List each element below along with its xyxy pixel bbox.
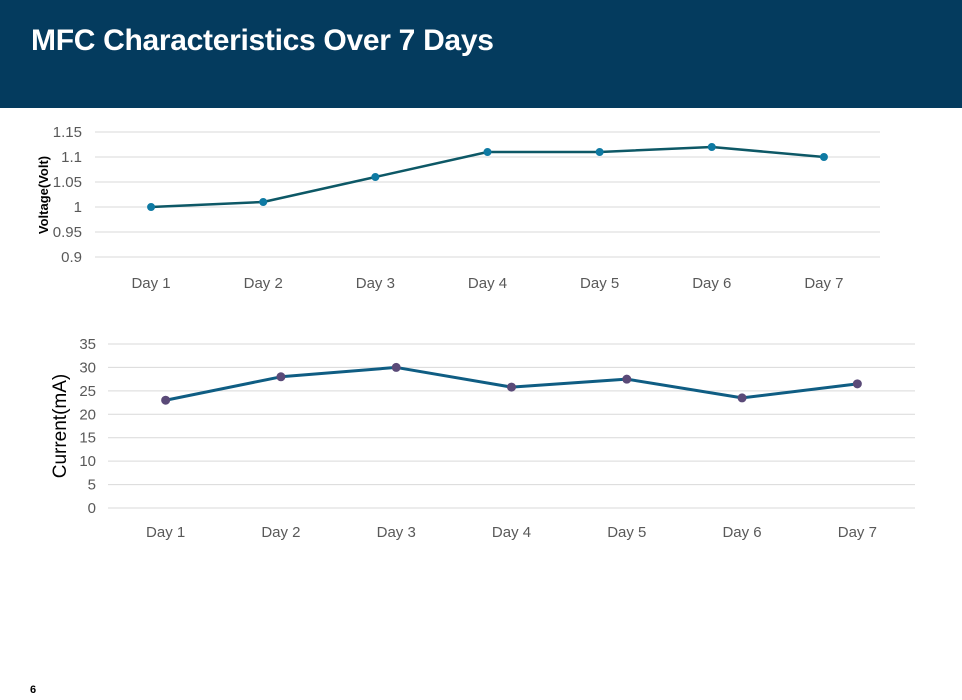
data-point [483,148,492,156]
x-tick-label: Day 3 [356,275,395,292]
data-point [391,362,401,372]
y-tick-label: 15 [79,430,96,447]
series-points [147,143,828,211]
slide-title: MFC Characteristics Over 7 Days [31,24,494,57]
y-tick-label: 25 [79,383,96,400]
series-points [161,362,862,405]
gridlines [108,343,915,509]
x-tick-label: Day 7 [804,275,843,292]
y-tick-label: 10 [79,453,96,470]
y-axis-label: Voltage(Volt) [36,156,51,234]
data-point [595,148,604,156]
data-point [707,143,716,151]
y-tick-label: 0.9 [61,249,82,266]
x-tick-label: Day 1 [131,275,170,292]
x-tick-label: Day 2 [244,275,283,292]
x-tick-label: Day 6 [692,275,731,292]
y-tick-label: 1.05 [53,174,82,191]
data-point [371,173,380,181]
y-tick-label: 5 [88,477,96,494]
data-point [622,374,632,384]
y-tick-label: 1 [74,199,82,216]
data-point [507,382,516,392]
x-tick-label: Day 4 [492,524,531,541]
y-tick-label: 30 [79,359,96,376]
y-tick-label: 0 [88,500,96,517]
x-tick-label: Day 1 [146,524,185,541]
y-tick-label: 35 [79,336,96,353]
slide-header: MFC Characteristics Over 7 Days [0,0,962,108]
y-axis-label: Current(mA) [50,374,71,479]
y-tick-label: 1.1 [61,149,82,166]
data-point [147,203,156,211]
x-tick-labels: Day 1 Day 2 Day 3 Day 4 Day 5 Day 6 Day 7 [146,524,877,541]
data-point [259,198,268,206]
x-tick-label: Day 2 [261,524,300,541]
data-point [737,393,747,403]
x-tick-label: Day 4 [468,275,507,292]
x-tick-label: Day 7 [838,524,877,541]
x-tick-label: Day 5 [580,275,619,292]
y-tick-labels: 0.9 0.95 1 1.05 1.1 1.15 [53,124,82,266]
x-tick-label: Day 6 [722,524,761,541]
page-number: 6 [30,684,37,696]
x-tick-label: Day 5 [607,524,646,541]
x-tick-label: Day 3 [377,524,416,541]
y-tick-labels: 0 5 10 15 20 25 30 35 [79,336,96,517]
data-point [819,153,828,161]
y-tick-label: 20 [79,406,96,423]
y-tick-label: 1.15 [53,124,82,141]
gridlines [95,131,880,258]
y-tick-label: 0.95 [53,224,82,241]
data-point [161,395,171,405]
x-tick-labels: Day 1 Day 2 Day 3 Day 4 Day 5 Day 6 Day 7 [131,275,843,292]
data-point [852,379,862,389]
data-point [276,372,286,382]
